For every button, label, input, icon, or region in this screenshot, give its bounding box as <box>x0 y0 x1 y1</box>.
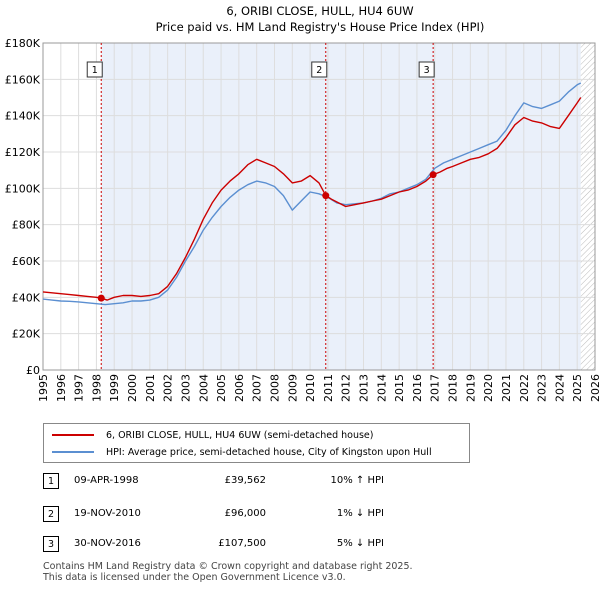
x-tick-label: 1995 <box>37 374 50 402</box>
sale-date: 09-APR-1998 <box>74 475 139 486</box>
legend-swatch-hpi <box>52 451 94 453</box>
x-tick-label: 2003 <box>179 374 192 402</box>
sale-row: 2 19-NOV-2010 £96,000 1% ↓ HPI <box>43 506 463 524</box>
sale-hpi-change: 5% ↓ HPI <box>336 538 384 549</box>
x-tick-label: 2018 <box>447 374 460 402</box>
y-tick-label: £20K <box>12 328 41 341</box>
x-tick-label: 2017 <box>429 374 442 402</box>
y-tick-label: £100K <box>5 182 41 195</box>
x-tick-label: 2016 <box>411 374 424 402</box>
x-tick-label: 2006 <box>233 374 246 402</box>
chart-title: 6, ORIBI CLOSE, HULL, HU4 6UW <box>226 4 413 18</box>
x-tick-label: 2021 <box>500 374 513 402</box>
x-tick-label: 1997 <box>73 374 86 402</box>
sale-label-2: 2 <box>316 65 322 76</box>
y-tick-label: £120K <box>5 146 41 159</box>
plot-frame <box>42 42 596 371</box>
sale-row: 3 30-NOV-2016 £107,500 5% ↓ HPI <box>43 536 463 554</box>
sale-label-3: 3 <box>424 65 430 76</box>
ownership-period-3 <box>433 43 581 370</box>
sale-point-2 <box>322 192 330 200</box>
sale-date: 30-NOV-2016 <box>74 538 141 549</box>
y-tick-label: £140K <box>5 110 41 123</box>
hpi-series-line <box>42 82 582 306</box>
x-tick-label: 2002 <box>162 374 175 402</box>
x-tick-label: 2000 <box>126 374 139 402</box>
x-tick-label: 2015 <box>393 374 406 402</box>
x-tick-label: 2005 <box>215 374 228 402</box>
y-tick-label: £180K <box>5 37 41 50</box>
legend-item-property: 6, ORIBI CLOSE, HULL, HU4 6UW (semi-deta… <box>52 427 373 443</box>
footer-licence: This data is licensed under the Open Gov… <box>43 572 346 583</box>
sale-hpi-change: 10% ↑ HPI <box>330 475 384 486</box>
x-tick-label: 2024 <box>553 374 566 402</box>
sale-price: £96,000 <box>224 508 266 519</box>
legend: 6, ORIBI CLOSE, HULL, HU4 6UW (semi-deta… <box>43 423 470 463</box>
legend-item-hpi: HPI: Average price, semi-detached house,… <box>52 444 432 460</box>
sale-point-3 <box>429 171 437 179</box>
x-tick-label: 2026 <box>589 374 600 402</box>
x-tick-label: 2008 <box>268 374 281 402</box>
x-tick-label: 2019 <box>464 374 477 402</box>
y-tick-label: £80K <box>12 219 41 232</box>
x-tick-label: 2025 <box>571 374 584 402</box>
sale-number: 1 <box>43 473 59 489</box>
sale-label-box-2 <box>311 61 328 78</box>
x-tick-label: 2020 <box>482 374 495 402</box>
legend-label-property: 6, ORIBI CLOSE, HULL, HU4 6UW (semi-deta… <box>106 429 374 441</box>
future-hatch <box>580 43 595 370</box>
y-tick-label: £160K <box>5 73 41 86</box>
ownership-period-1 <box>101 43 326 370</box>
x-tick-label: 2023 <box>536 374 549 402</box>
sale-point-1 <box>97 294 105 302</box>
x-tick-label: 2010 <box>304 374 317 402</box>
y-tick-label: £60K <box>12 255 41 268</box>
x-tick-label: 1998 <box>90 374 103 402</box>
x-tick-label: 2012 <box>340 374 353 402</box>
x-tick-label: 2011 <box>322 374 335 402</box>
x-tick-label: 1999 <box>108 374 121 402</box>
ownership-period-2 <box>325 43 434 370</box>
sale-number: 3 <box>43 536 59 552</box>
sale-label-box-1 <box>86 61 103 78</box>
y-tick-label: £40K <box>12 291 41 304</box>
x-tick-label: 2013 <box>358 374 371 402</box>
x-tick-label: 2014 <box>375 374 388 402</box>
sale-label-box-3 <box>418 61 435 78</box>
sale-number: 2 <box>43 506 59 522</box>
sale-price: £107,500 <box>218 538 266 549</box>
legend-swatch-property <box>52 434 94 436</box>
sale-label-1: 1 <box>92 65 98 76</box>
x-tick-label: 2009 <box>286 374 299 402</box>
x-tick-label: 2007 <box>251 374 264 402</box>
x-tick-label: 2004 <box>197 374 210 402</box>
sale-price: £39,562 <box>224 475 266 486</box>
chart-subtitle: Price paid vs. HM Land Registry's House … <box>156 20 485 34</box>
property-series-line <box>42 97 582 301</box>
x-tick-label: 1996 <box>55 374 68 402</box>
footer: Contains HM Land Registry data © Crown c… <box>43 561 413 583</box>
x-tick-label: 2001 <box>144 374 157 402</box>
y-tick-label: £0 <box>26 364 40 377</box>
legend-label-hpi: HPI: Average price, semi-detached house,… <box>106 446 432 458</box>
x-tick-label: 2022 <box>518 374 531 402</box>
sale-date: 19-NOV-2010 <box>74 508 141 519</box>
footer-copyright: Contains HM Land Registry data © Crown c… <box>43 561 413 572</box>
sale-hpi-change: 1% ↓ HPI <box>336 508 384 519</box>
price-chart: 6, ORIBI CLOSE, HULL, HU4 6UW Price paid… <box>5 4 600 402</box>
sale-row: 1 09-APR-1998 £39,562 10% ↑ HPI <box>43 473 463 491</box>
